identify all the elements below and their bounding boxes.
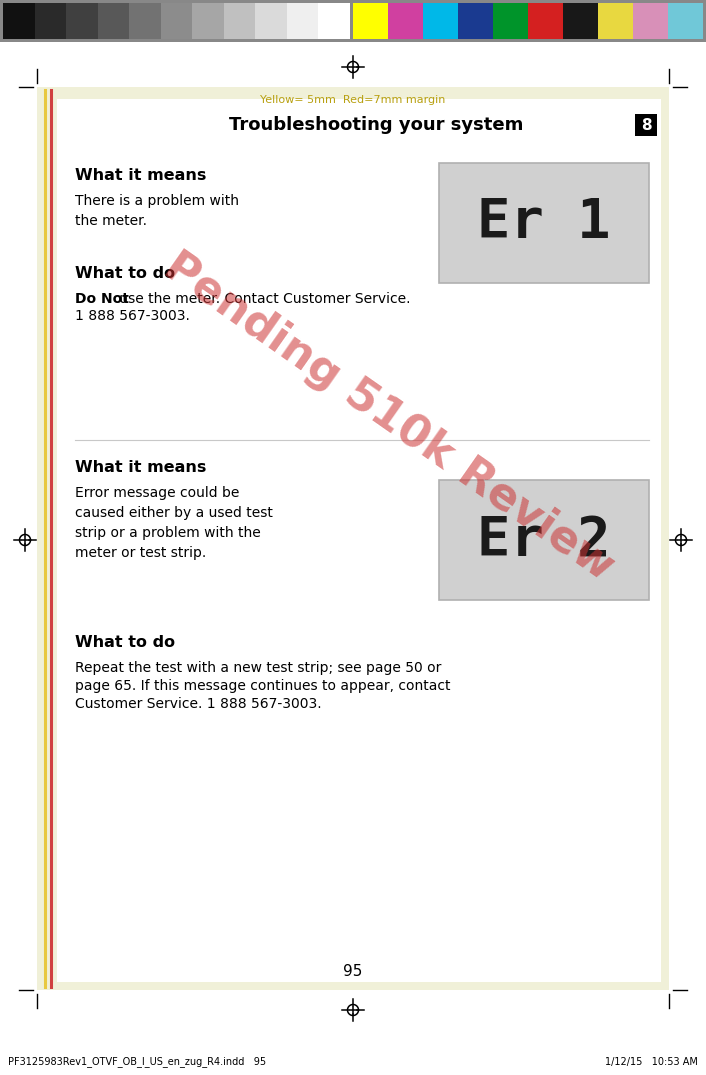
Bar xyxy=(37,87,669,990)
Bar xyxy=(256,3,287,39)
Bar xyxy=(318,3,350,39)
Bar xyxy=(66,3,97,39)
Text: PF3125983Rev1_OTVF_OB_I_US_en_zug_R4.indd   95: PF3125983Rev1_OTVF_OB_I_US_en_zug_R4.ind… xyxy=(8,1057,266,1067)
Bar xyxy=(388,3,423,39)
Bar xyxy=(598,3,633,39)
Text: Troubleshooting your system: Troubleshooting your system xyxy=(229,116,523,134)
Text: Error message could be
caused either by a used test
strip or a problem with the
: Error message could be caused either by … xyxy=(75,486,273,560)
Bar xyxy=(563,3,598,39)
Text: Er 2: Er 2 xyxy=(477,514,611,567)
Bar xyxy=(57,99,661,981)
Text: Repeat the test with a new test strip; see page 50 or: Repeat the test with a new test strip; s… xyxy=(75,661,441,675)
Text: Do Not: Do Not xyxy=(75,292,129,306)
Text: What to do: What to do xyxy=(75,635,175,650)
Text: Customer Service. 1 888 567-3003.: Customer Service. 1 888 567-3003. xyxy=(75,697,322,711)
Text: 1/12/15   10:53 AM: 1/12/15 10:53 AM xyxy=(605,1057,698,1067)
Bar xyxy=(97,3,129,39)
Text: 8: 8 xyxy=(640,117,652,132)
Bar xyxy=(668,3,703,39)
Bar xyxy=(439,481,649,600)
Bar xyxy=(633,3,668,39)
Bar xyxy=(192,3,224,39)
Bar xyxy=(129,3,161,39)
Text: use the meter. Contact Customer Service.: use the meter. Contact Customer Service. xyxy=(115,292,410,306)
Text: Yellow= 5mm  Red=7mm margin: Yellow= 5mm Red=7mm margin xyxy=(261,95,445,105)
Text: 1 888 567-3003.: 1 888 567-3003. xyxy=(75,309,190,322)
Bar xyxy=(353,3,388,39)
Bar xyxy=(161,3,192,39)
Text: What to do: What to do xyxy=(75,266,175,281)
Bar xyxy=(35,3,66,39)
Bar xyxy=(635,114,657,137)
Text: Pending 510k Review: Pending 510k Review xyxy=(156,244,622,589)
Text: There is a problem with
the meter.: There is a problem with the meter. xyxy=(75,194,239,228)
Bar xyxy=(0,0,706,42)
Bar xyxy=(3,3,35,39)
Bar xyxy=(224,3,256,39)
Bar xyxy=(528,3,563,39)
Text: What it means: What it means xyxy=(75,460,206,475)
Bar xyxy=(458,3,493,39)
Bar xyxy=(439,163,649,283)
Bar xyxy=(493,3,528,39)
Text: 95: 95 xyxy=(343,964,363,979)
Text: Er 1: Er 1 xyxy=(477,197,611,249)
Bar xyxy=(423,3,458,39)
Text: What it means: What it means xyxy=(75,168,206,183)
Text: page 65. If this message continues to appear, contact: page 65. If this message continues to ap… xyxy=(75,679,450,693)
Bar xyxy=(287,3,318,39)
